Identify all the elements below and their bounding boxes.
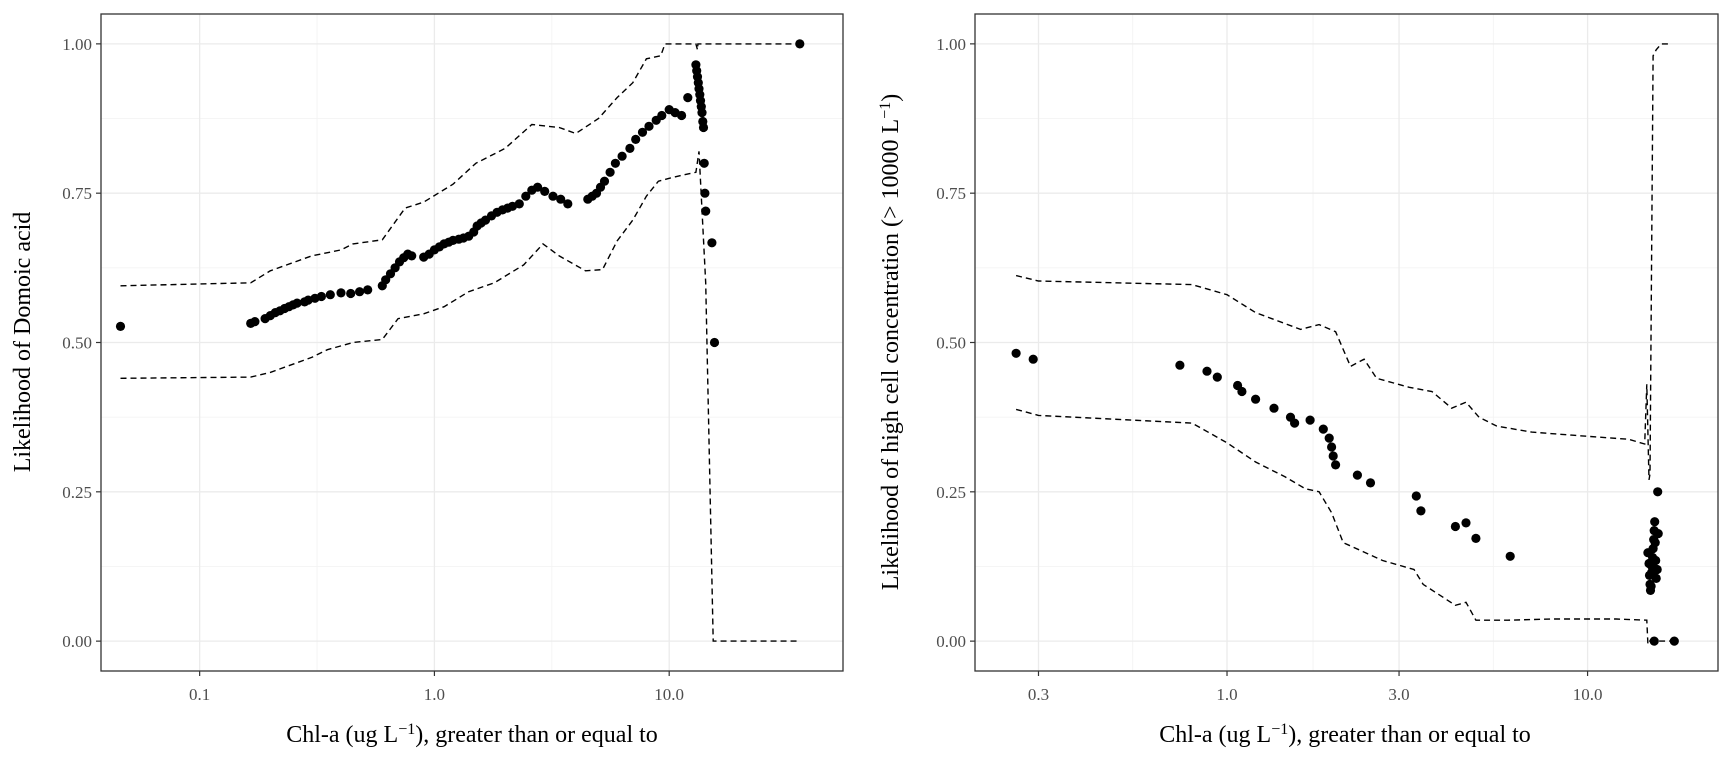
data-point [292,298,302,308]
x-axis-title: Chl-a (ug L−1), greater than or equal to [1159,721,1531,749]
data-point [644,121,654,131]
data-point [548,191,558,201]
data-point [1649,636,1659,646]
data-point [1290,418,1300,428]
data-point [709,337,720,348]
data-point [115,321,126,331]
ci-lower-line [1015,408,1671,645]
data-point [521,191,531,201]
ci-upper-line [1015,43,1671,481]
y-tick-label: 0.00 [62,632,92,651]
right-chart-panel: 0.00 0.25 0.50 0.75 1.00 0.3 1.0 3.0 10.0 Chl-a (… [877,13,1719,749]
x-tick-label: 1.0 [424,685,445,704]
left-chart-panel: 0.00 0.25 0.50 0.75 1.00 0.1 1.0 10.0 Chl-a (ug … [10,13,844,749]
data-point [1305,415,1315,425]
data-point [1212,372,1222,382]
data-point [637,127,648,137]
y-tick-label: 0.50 [936,334,966,353]
data-point [325,290,335,300]
data-point [1450,521,1460,532]
data-point [707,238,717,248]
data-point [617,151,627,161]
x-tick-label: 0.3 [1028,685,1049,704]
data-point [1461,518,1471,528]
data-point [625,143,635,153]
data-point [533,182,543,192]
data-point [407,251,417,261]
data-point [1653,529,1663,539]
data-point [1318,424,1328,434]
data-point [1505,551,1515,561]
data-point [697,108,707,118]
data-point [1669,636,1679,646]
data-point [795,39,805,49]
data-point [250,317,260,327]
y-tick-label: 0.75 [936,184,966,203]
ci-upper-line [120,43,800,287]
y-tick-label: 1.00 [936,35,966,54]
data-point [363,285,373,295]
data-point [316,291,326,302]
data-point [1652,564,1662,575]
y-tick-label: 0.75 [62,184,92,203]
data-point [700,188,710,198]
data-point [1327,442,1337,452]
plot-area [1011,43,1679,646]
data-point [1011,348,1021,358]
y-tick-label: 1.00 [62,35,92,54]
x-tick-label: 10.0 [1573,685,1603,704]
data-point [610,158,621,168]
data-point [699,158,709,168]
data-point [540,186,550,196]
data-point [1471,533,1481,544]
data-point [1651,573,1661,584]
ci-lower-line [120,151,800,642]
data-point [1650,517,1660,527]
y-axis-title: Likelihood of high cell concentration (>… [877,94,905,590]
data-point [1650,538,1660,548]
y-tick-label: 0.25 [936,483,966,502]
x-tick-label: 0.1 [189,685,210,704]
data-point [1651,555,1661,566]
data-point [1646,581,1656,591]
data-point [1416,506,1426,516]
data-point [1352,470,1362,480]
data-point [1237,386,1247,397]
data-point [1365,478,1376,488]
data-point [563,199,573,209]
x-axis-title: Chl-a (ug L−1), greater than or equal to [286,721,658,749]
data-point [677,110,687,121]
data-point [556,194,566,204]
data-point [1331,460,1341,470]
x-tick-label: 10.0 [654,685,684,704]
data-point [355,287,365,297]
x-tick-label: 1.0 [1216,685,1237,704]
data-point [1324,433,1334,443]
data-point [1028,354,1038,364]
data-point [1251,394,1261,404]
data-point [599,176,610,186]
plot-area [115,39,805,642]
data-point [1328,451,1338,461]
data-point [1175,360,1185,370]
data-point [657,110,667,121]
data-point [1269,403,1279,413]
data-point [605,167,615,177]
data-point [1653,487,1663,497]
y-tick-label: 0.25 [62,483,92,502]
data-point [701,206,711,216]
data-point [698,122,709,133]
data-point [631,134,641,144]
data-point [1202,366,1212,376]
data-point [514,199,524,209]
data-point [336,288,346,298]
y-tick-label: 0.00 [936,632,966,651]
data-point [1411,491,1421,501]
data-point [683,93,693,103]
x-tick-label: 3.0 [1388,685,1409,704]
y-axis-title: Likelihood of Domoic acid [10,212,36,473]
data-point [346,288,356,299]
y-tick-label: 0.50 [62,334,92,353]
